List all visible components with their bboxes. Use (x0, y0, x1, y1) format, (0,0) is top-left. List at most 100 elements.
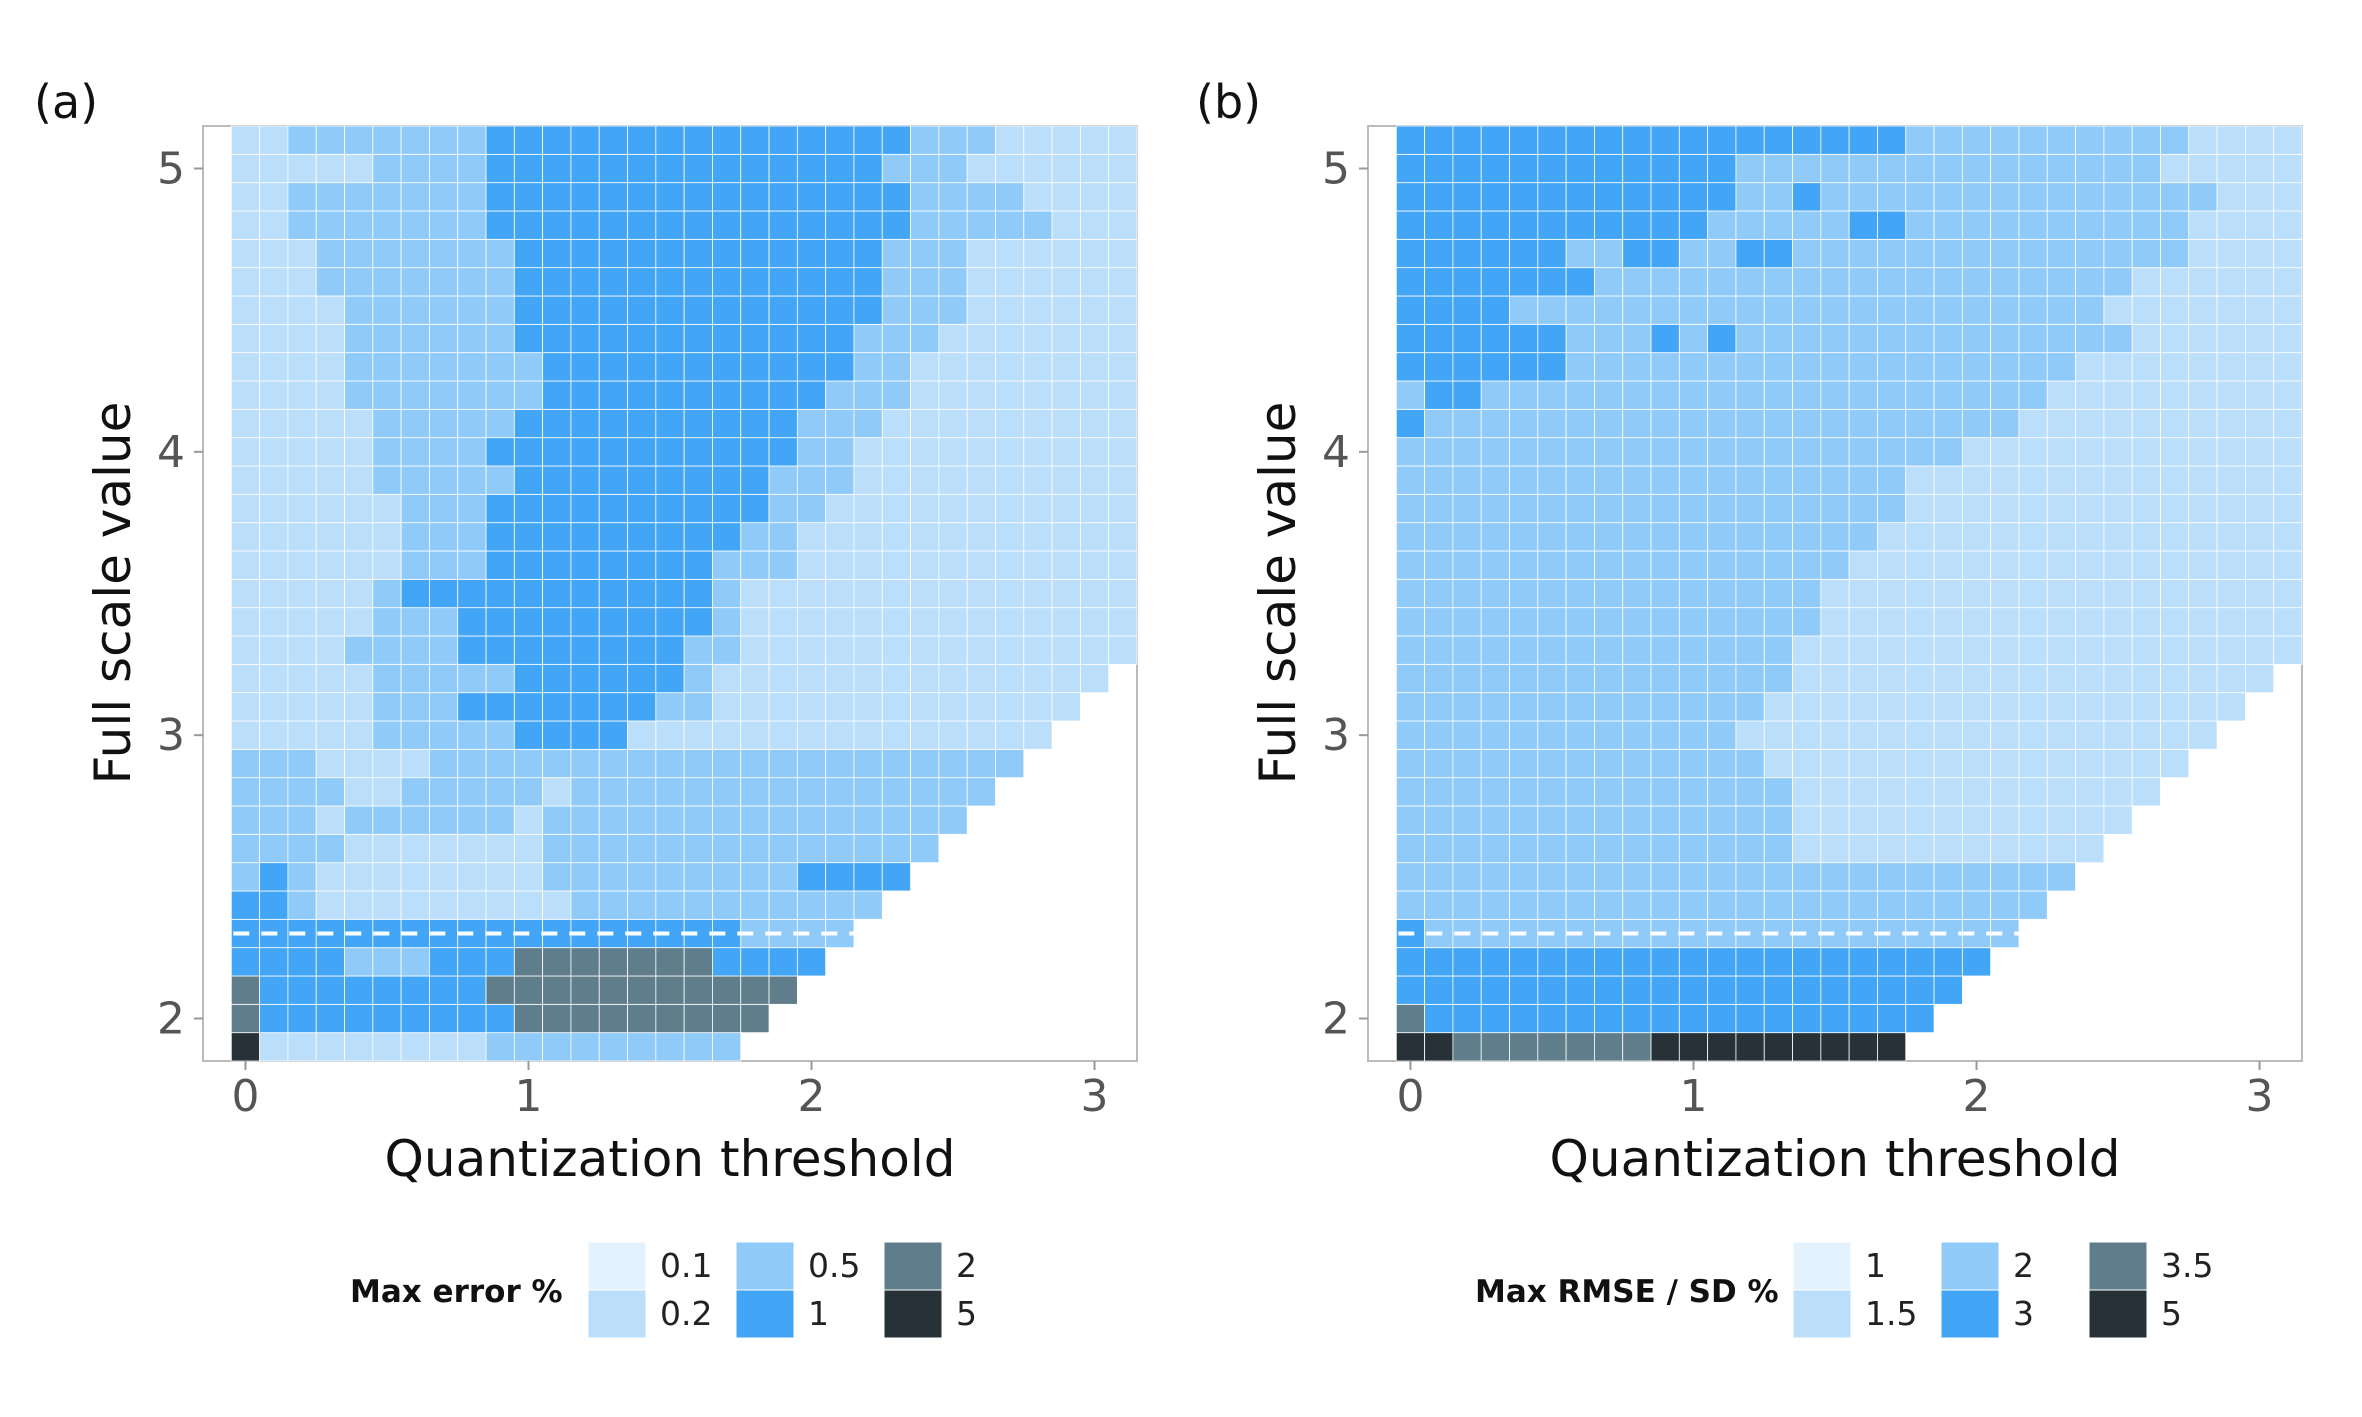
heatmap-cell (344, 182, 374, 212)
heatmap-cell (1424, 1003, 1454, 1034)
heatmap-cell (2273, 493, 2303, 524)
heatmap-cell (2046, 295, 2076, 325)
heatmap-cell (910, 238, 940, 269)
heatmap-cell (825, 635, 855, 665)
heatmap-cell (740, 607, 770, 637)
heatmap-cell (683, 182, 713, 212)
heatmap-cell (1108, 182, 1138, 212)
heatmap-cell (1622, 833, 1652, 864)
heatmap-cell (259, 720, 289, 750)
heatmap-cell (344, 748, 374, 779)
heatmap-cell (2160, 465, 2190, 495)
heatmap-cell (1877, 663, 1907, 694)
heatmap-cell (768, 947, 798, 977)
heatmap-cell (1509, 833, 1539, 864)
heatmap-cell (1792, 267, 1822, 297)
heatmap-cell (2244, 437, 2275, 467)
legend-swatch (2088, 1241, 2148, 1291)
heatmap-cell (1509, 692, 1539, 722)
heatmap-cell (2075, 635, 2105, 665)
heatmap-cell (1565, 550, 1595, 580)
heatmap-cell (881, 125, 911, 155)
heatmap-cell (1424, 267, 1454, 297)
legend-swatch (1940, 1289, 2000, 1339)
heatmap-cell (1480, 437, 1510, 467)
heatmap-cell (2103, 663, 2133, 694)
heatmap-cell (938, 805, 968, 835)
heatmap-cell (1537, 720, 1567, 750)
heatmap-cell (825, 380, 855, 410)
heatmap-cell (2131, 493, 2161, 524)
heatmap-cell (910, 607, 940, 637)
heatmap-cell (712, 267, 742, 297)
heatmap-cell (1509, 1003, 1539, 1034)
heatmap-cell (2216, 153, 2246, 184)
heatmap-cell (881, 267, 911, 297)
x-tick-label: 1 (1679, 1071, 1707, 1122)
heatmap-cell (796, 125, 827, 155)
heatmap-cell (627, 692, 657, 722)
heatmap-cell (230, 465, 261, 495)
heatmap-cell (2244, 663, 2275, 694)
heatmap-cell (2075, 295, 2105, 325)
heatmap-cell (1452, 720, 1482, 750)
heatmap-cell (2216, 267, 2246, 297)
heatmap-cell (853, 380, 883, 410)
heatmap-cell (2131, 125, 2161, 155)
heatmap-cell (2075, 692, 2105, 722)
heatmap-cell (2244, 408, 2275, 439)
heatmap-cell (2018, 578, 2048, 609)
heatmap-cell (966, 408, 996, 439)
heatmap-cell (1424, 323, 1454, 354)
heatmap-cell (2103, 465, 2133, 495)
heatmap-cell (1051, 607, 1081, 637)
heatmap-cell (344, 663, 374, 694)
heatmap-cell (1108, 267, 1138, 297)
heatmap-cell (2046, 323, 2076, 354)
heatmap-cell (2188, 238, 2218, 269)
heatmap-cell (2046, 437, 2076, 467)
heatmap-cell (1537, 607, 1567, 637)
heatmap-cell (1051, 663, 1081, 694)
panel-b-legend-title: Max RMSE / SD % (1475, 1274, 1779, 1310)
heatmap-cell (2103, 578, 2133, 609)
heatmap-cell (2160, 323, 2190, 354)
heatmap-cell (1792, 1032, 1822, 1062)
heatmap-cell (1108, 323, 1138, 354)
heatmap-cell (429, 210, 459, 240)
heatmap-cell (1622, 323, 1652, 354)
heatmap-cell (1509, 295, 1539, 325)
heatmap-cell (2160, 550, 2190, 580)
heatmap-cell (1395, 975, 1426, 1005)
heatmap-cell (1509, 182, 1539, 212)
heatmap-cell (1424, 947, 1454, 977)
heatmap-cell (683, 607, 713, 637)
legend-label: 0.5 (808, 1246, 860, 1285)
heatmap-cell (1735, 777, 1765, 807)
heatmap-cell (2188, 125, 2218, 155)
heatmap-cell (429, 890, 459, 920)
heatmap-cell (1735, 295, 1765, 325)
heatmap-cell (1877, 210, 1907, 240)
heatmap-cell (1877, 125, 1907, 155)
heatmap-cell (2046, 663, 2076, 694)
heatmap-cell (598, 862, 628, 892)
heatmap-cell (740, 295, 770, 325)
heatmap-cell (881, 777, 911, 807)
heatmap-cell (995, 550, 1025, 580)
heatmap-cell (2103, 182, 2133, 212)
heatmap-cell (1961, 777, 1992, 807)
heatmap-cell (372, 267, 402, 297)
heatmap-cell (627, 182, 657, 212)
heatmap-cell (910, 663, 940, 694)
heatmap-cell (429, 323, 459, 354)
heatmap-cell (796, 777, 827, 807)
heatmap-cell (796, 267, 827, 297)
heatmap-cell (400, 153, 430, 184)
heatmap-cell (1395, 692, 1426, 722)
heatmap-cell (712, 210, 742, 240)
heatmap-cell (429, 153, 459, 184)
heatmap-cell (1395, 578, 1426, 609)
